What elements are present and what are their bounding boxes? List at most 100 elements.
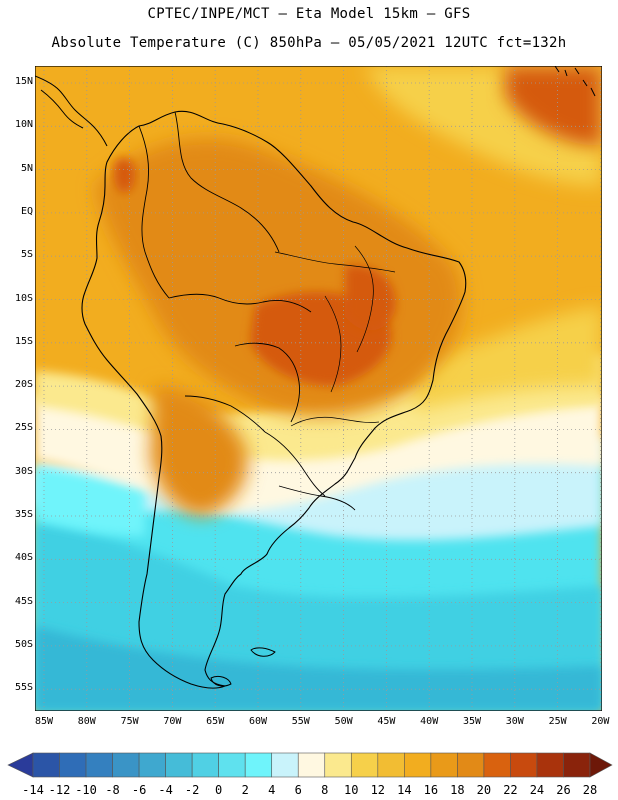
colorbar-tick-label: 4 (268, 783, 276, 797)
tierra-del-fuego (210, 675, 232, 687)
colorbar-tick-label: -10 (75, 783, 97, 797)
border-peru-brazil (168, 293, 312, 313)
colorbar-swatch (483, 752, 511, 778)
colorbar-tick-label: 0 (215, 783, 223, 797)
lon-label: 60W (248, 716, 268, 727)
border-brazil-state-4 (274, 251, 396, 273)
colorbar-swatch (165, 752, 193, 778)
colorbar-tick-label: 10 (344, 783, 359, 797)
colorbar-swatch (430, 752, 458, 778)
lon-label: 80W (77, 716, 96, 727)
border-paraguay (264, 431, 326, 497)
colorbar-tick-label: 28 (582, 783, 598, 797)
colorbar-swatch (244, 752, 273, 778)
colorbar-tick-label: -8 (105, 783, 120, 797)
field-warm-south (150, 386, 248, 516)
colorbar-swatch (138, 752, 166, 778)
colorbar-swatch (404, 752, 432, 778)
map-canvas (35, 66, 602, 711)
colorbar-swatch (536, 752, 564, 778)
lat-label: 5N (20, 162, 33, 174)
coastline-panama (40, 89, 84, 129)
lat-label: 45S (14, 595, 33, 607)
lon-label: 20W (591, 716, 610, 727)
colorbar-tick-label: 12 (370, 783, 386, 797)
lat-label: 15N (14, 76, 33, 87)
colorbar-tick-label: -14 (22, 783, 44, 797)
colorbar-swatch (32, 752, 60, 778)
lon-label: 75W (120, 716, 139, 727)
lon-label: 50W (334, 716, 353, 727)
colorbar-tick-label: -6 (131, 783, 147, 797)
lat-label: 5S (20, 249, 33, 261)
colorbar-swatch (59, 752, 87, 778)
colorbar-min-arrow (7, 752, 34, 778)
colorbar-tick-label: 8 (321, 783, 329, 797)
title-line-1: CPTEC/INPE/MCT – Eta Model 15km – GFS (147, 6, 471, 22)
field-cyan (35, 466, 145, 536)
border-uruguay (278, 485, 356, 511)
colorbar-swatch (271, 752, 299, 778)
colorbar-swatch (112, 752, 140, 778)
colorbar-tick-label: 6 (294, 783, 302, 797)
border-brazil-state-3 (354, 245, 374, 353)
lon-label: 35W (462, 716, 482, 727)
colorbar-swatch (350, 752, 379, 778)
colorbar-tick-label: 20 (476, 783, 492, 797)
lat-label: 55S (14, 682, 33, 694)
lon-label: 25W (548, 716, 567, 727)
lat-label: 35S (14, 509, 33, 520)
colorbar-max-arrow (589, 752, 613, 778)
colorbar-swatch (218, 752, 246, 778)
colorbar-tick-label: -2 (184, 783, 200, 797)
colorbar-swatch (457, 752, 485, 778)
colorbar-swatch (324, 752, 352, 778)
colorbar (7, 752, 613, 778)
lon-label: 45W (377, 716, 396, 727)
lat-label: 10N (14, 119, 33, 131)
colorbar-tick-label: 16 (423, 783, 439, 797)
colorbar-tick-label: 24 (529, 783, 545, 797)
title-line-2: Absolute Temperature (C) 850hPa – 05/05/… (51, 35, 567, 51)
lon-label: 30W (505, 716, 524, 727)
lon-label: 70W (163, 716, 182, 727)
colorbar-tick-label: 26 (556, 783, 571, 797)
temperature-map (35, 66, 602, 711)
falklands (250, 647, 276, 657)
border-bolivia-brazil (234, 342, 300, 423)
border-venezuela-brazil (174, 111, 280, 253)
colorbar-tick-label: -12 (48, 783, 71, 797)
lat-label: 50S (14, 638, 33, 650)
caribbean-islands (554, 66, 596, 97)
field-hot-ne (505, 66, 602, 146)
colorbar-swatch (563, 752, 591, 778)
colorbar-tick-label: 14 (397, 783, 412, 797)
lat-label: 15S (14, 335, 33, 347)
lon-label: 55W (291, 716, 310, 727)
lat-label: 25S (14, 422, 33, 434)
lat-label: EQ (20, 205, 33, 217)
colorbar-swatch (85, 752, 113, 778)
coastline-south-america (81, 110, 467, 689)
lat-label: 10S (14, 292, 33, 304)
colorbar-tick-label: -4 (158, 783, 173, 797)
colorbar-tick-label: 2 (241, 783, 249, 797)
border-bolivia-argentina (184, 395, 266, 433)
coastline-central-america (35, 75, 108, 147)
colorbar-swatch (297, 752, 326, 778)
lat-label: 30S (14, 465, 33, 477)
colorbar-swatch (191, 752, 219, 778)
lon-label: 40W (420, 716, 439, 727)
border-brazil-state-2 (324, 295, 342, 393)
field-deep-teal (35, 626, 602, 711)
field-yellow-east (415, 306, 602, 411)
border-brazil-state-1 (290, 416, 380, 427)
colorbar-swatch (510, 752, 538, 778)
lon-label: 85W (34, 716, 54, 727)
colorbar-tick-label: 22 (503, 783, 518, 797)
lat-label: 20S (14, 379, 33, 391)
colorbar-tick-label: 18 (450, 783, 465, 797)
field-hot-east (345, 265, 396, 331)
border-colombia-peru (138, 125, 170, 299)
lon-label: 65W (206, 716, 225, 727)
